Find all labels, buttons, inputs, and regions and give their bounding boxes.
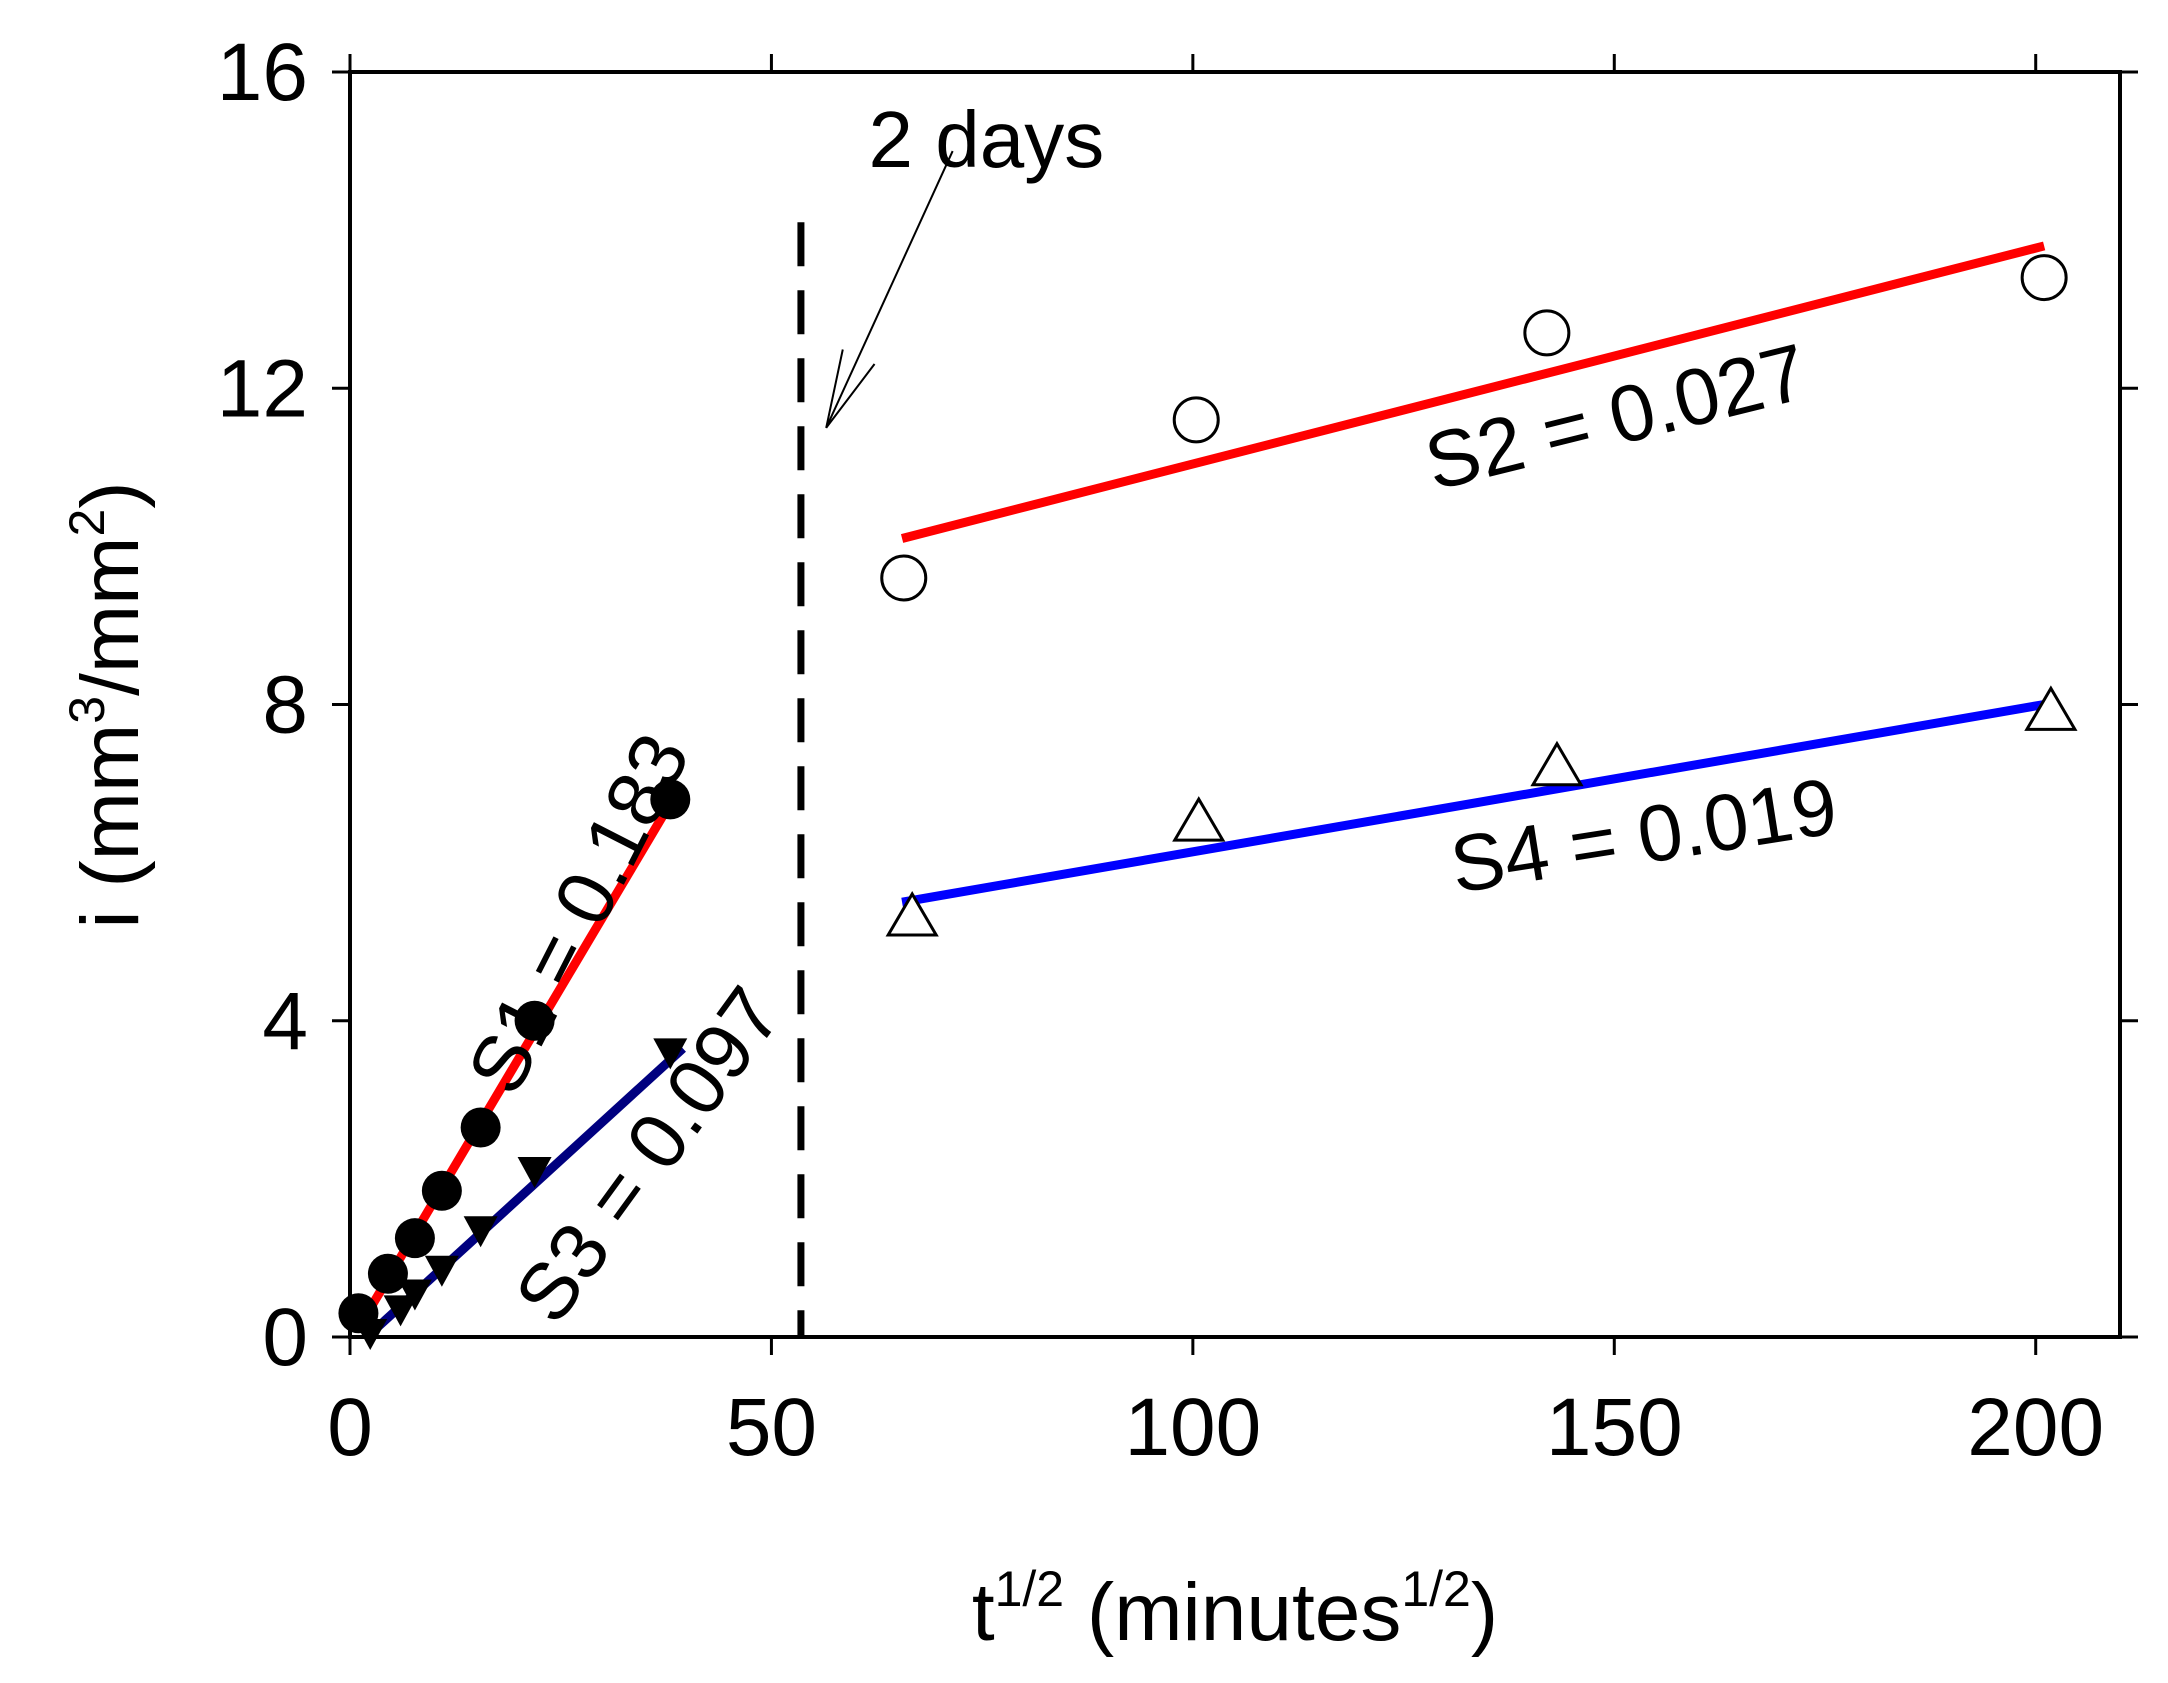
x-tick-label: 100 xyxy=(1124,1382,1261,1473)
x-tick-label: 50 xyxy=(726,1382,817,1473)
point-s3 xyxy=(517,1156,552,1188)
point-s1 xyxy=(394,1218,435,1259)
point-s1 xyxy=(367,1253,408,1294)
y-tick-label: 8 xyxy=(262,660,308,751)
data-points xyxy=(338,254,2078,1351)
point-s3 xyxy=(383,1295,418,1327)
arrow-head xyxy=(825,349,876,429)
point-s1 xyxy=(421,1170,462,1211)
point-s3 xyxy=(424,1255,459,1287)
fit-line xyxy=(900,241,2046,543)
point-s3 xyxy=(653,1038,688,1070)
point-s1 xyxy=(650,779,691,820)
y-tick-label: 0 xyxy=(262,1292,308,1383)
point-s3 xyxy=(397,1279,432,1311)
point-s2 xyxy=(880,554,928,602)
x-tick-label: 200 xyxy=(1967,1382,2104,1473)
axes: 0 50 100 150 200 0 4 8 12 16 xyxy=(217,27,2138,1473)
point-s2 xyxy=(2020,254,2068,302)
point-s4 xyxy=(885,890,939,937)
x-tick-label: 150 xyxy=(1546,1382,1683,1473)
point-s3 xyxy=(463,1216,498,1248)
point-s2 xyxy=(1172,396,1220,444)
y-tick-label: 12 xyxy=(217,343,308,434)
fit-lines xyxy=(358,241,2046,1341)
point-s4 xyxy=(1172,796,1226,842)
y-axis-title: i (mm3/mm2) xyxy=(59,481,156,928)
point-s3 xyxy=(353,1319,388,1351)
two-days-label: 2 days xyxy=(869,95,1105,184)
x-axis-title: t1/2 (minutes1/2) xyxy=(972,1561,1498,1658)
point-s4 xyxy=(2024,685,2078,731)
plot-area xyxy=(348,70,2122,1339)
x-tick-label: 0 xyxy=(327,1382,373,1473)
y-tick-label: 16 xyxy=(217,27,308,118)
y-tick-label: 4 xyxy=(262,976,308,1067)
fit-line xyxy=(901,700,2045,907)
point-s2 xyxy=(1523,309,1571,357)
arrow-shaft xyxy=(825,150,954,429)
point-s4 xyxy=(1530,740,1584,787)
point-s1 xyxy=(514,1000,555,1041)
point-s1 xyxy=(460,1107,501,1148)
